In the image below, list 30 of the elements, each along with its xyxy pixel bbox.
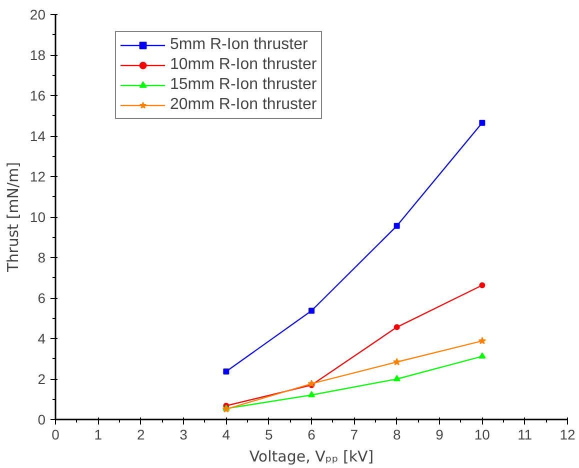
y-tick-label: 20 xyxy=(30,6,46,22)
x-tick-label: 7 xyxy=(350,426,358,442)
x-axis-title: Voltage, Vₚₚ [kV] xyxy=(249,448,374,466)
y-tick-label: 0 xyxy=(38,412,46,428)
x-tick-label: 5 xyxy=(264,426,273,442)
legend-label: 15mm R-Ion thruster xyxy=(170,76,317,94)
y-tick-label: 16 xyxy=(30,88,46,104)
x-tick-label: 1 xyxy=(94,426,102,442)
y-tick-label: 6 xyxy=(38,290,46,306)
y-tick-label: 2 xyxy=(38,371,46,387)
y-tick-label: 8 xyxy=(38,250,46,266)
legend-label: 5mm R-Ion thruster xyxy=(170,36,308,54)
y-axis-title: Thrust [mN/m] xyxy=(4,162,22,274)
y-tick-label: 12 xyxy=(30,168,46,184)
y-tick-label: 10 xyxy=(30,209,46,225)
y-tick-label: 18 xyxy=(30,47,46,63)
y-tick-label: 14 xyxy=(30,128,46,144)
x-tick-label: 6 xyxy=(308,426,316,442)
x-tick-label: 9 xyxy=(436,426,444,442)
x-tick-label: 11 xyxy=(518,426,532,442)
legend-label: 10mm R-Ion thruster xyxy=(170,56,317,74)
x-tick-label: 8 xyxy=(392,426,401,442)
x-tick-label: 12 xyxy=(560,426,576,442)
x-tick-label: 0 xyxy=(52,426,60,442)
x-tick-label: 2 xyxy=(136,426,145,442)
x-tick-label: 10 xyxy=(474,426,490,442)
x-tick-label: 3 xyxy=(180,426,188,442)
x-tick-label: 4 xyxy=(222,426,230,442)
y-tick-label: 4 xyxy=(38,330,46,346)
legend-label: 20mm R-Ion thruster xyxy=(170,96,317,114)
